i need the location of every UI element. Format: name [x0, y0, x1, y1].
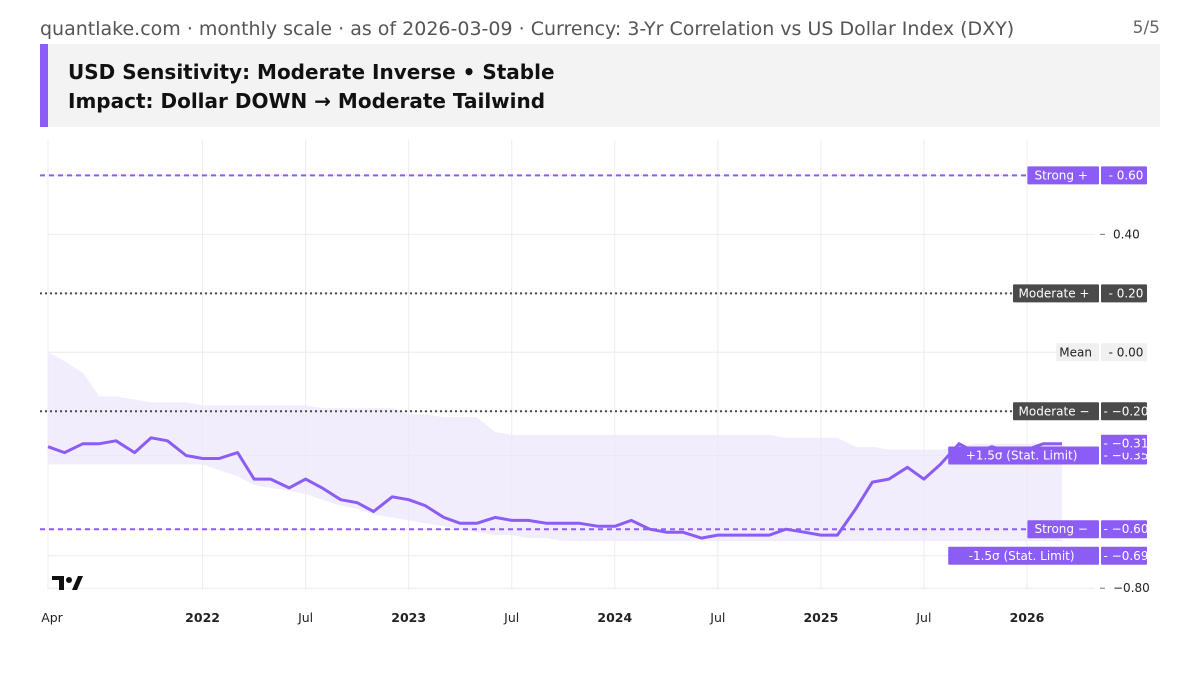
correlation-line — [47, 436, 1062, 540]
sigma-band-area — [48, 352, 1062, 541]
tag-value-bg — [1101, 402, 1147, 421]
sigma-band — [48, 352, 1062, 541]
tag-label: +1.5σ (Stat. Limit) — [966, 449, 1078, 463]
x-tick-label: Jul — [503, 610, 519, 625]
tag-moderate-: - 0.20 Moderate + — [1013, 284, 1147, 303]
tag-label-bg — [1013, 402, 1099, 421]
tag-value-bg — [1101, 434, 1147, 453]
tag-value-bg — [1101, 343, 1147, 362]
x-tick-label: Jul — [297, 610, 313, 625]
tag-label: Strong − — [1034, 522, 1087, 536]
x-tick-label: 2026 — [1010, 610, 1045, 625]
tag--1-5-stat-limit-: - −0.69 -1.5σ (Stat. Limit) — [948, 546, 1149, 565]
tag-strong-: - −0.60 Strong − — [1027, 520, 1149, 539]
reference-lines — [40, 174, 1095, 531]
tag-value: - 0.20 — [1109, 286, 1144, 300]
tag-value-bg — [1101, 284, 1147, 303]
tag-value: - −0.60 — [1104, 522, 1149, 536]
tag-strong-: - 0.60 Strong + — [1027, 166, 1147, 185]
tag-value: - −0.69 — [1104, 549, 1149, 563]
page-indicator: 5/5 — [1132, 18, 1160, 38]
tag-label: -1.5σ (Stat. Limit) — [969, 549, 1075, 563]
impact-summary: Impact: Dollar DOWN → Moderate Tailwind — [68, 89, 546, 113]
tag-value: - 0.60 — [1109, 168, 1144, 182]
x-tick-label: Apr — [41, 610, 63, 625]
tag-label: Moderate − — [1019, 404, 1090, 418]
tag-value-bg — [1101, 166, 1147, 185]
tag-label: Mean — [1059, 345, 1092, 359]
correlation-series — [47, 436, 1062, 540]
tag-label-bg — [1027, 520, 1099, 539]
tag-value-bg — [1101, 546, 1147, 565]
x-tick-label: 2025 — [803, 610, 838, 625]
x-tick-label: 2023 — [391, 610, 426, 625]
tag-moderate-: - −0.20 Moderate − — [1013, 402, 1149, 421]
tag-value: - −0.20 — [1104, 404, 1149, 418]
summary-banner: USD Sensitivity: Moderate Inverse • Stab… — [40, 44, 1160, 127]
tradingview-logo-icon — [52, 576, 83, 590]
tag-label-bg — [1027, 166, 1099, 185]
chart-header: quantlake.com · monthly scale · as of 20… — [40, 18, 1015, 40]
tag-value: - 0.00 — [1109, 345, 1144, 359]
tag-label-bg — [948, 446, 1099, 465]
tag-label-bg — [948, 546, 1099, 565]
x-axis: Apr 2022 Jul 2023 Jul 2024 Jul 2025 Jul 2026 — [41, 610, 1044, 625]
y-axis: 0.40 −0.80 — [1100, 227, 1150, 595]
y-tick-label: 0.40 — [1113, 227, 1140, 241]
tag-label: Moderate + — [1019, 286, 1090, 300]
tag-label-bg — [1056, 343, 1099, 362]
tag-mean: - 0.00 Mean — [1056, 343, 1147, 362]
tag-value-bg — [1101, 520, 1147, 539]
x-tick-label: Jul — [915, 610, 931, 625]
tag-label-bg — [1013, 284, 1099, 303]
reference-tags: - 0.60 Strong + - 0.20 Moderate + - 0.00 Mean… — [948, 166, 1149, 565]
x-tick-label: 2024 — [597, 610, 632, 625]
tag-value: - −0.31 — [1104, 437, 1149, 451]
sensitivity-summary: USD Sensitivity: Moderate Inverse • Stab… — [68, 60, 555, 84]
x-tick-label: 2022 — [185, 610, 220, 625]
tag-label: Strong + — [1034, 168, 1087, 182]
y-tick-label: −0.80 — [1113, 581, 1150, 595]
current-value-tag: - −0.31 — [1101, 434, 1149, 453]
x-tick-label: Jul — [709, 610, 725, 625]
